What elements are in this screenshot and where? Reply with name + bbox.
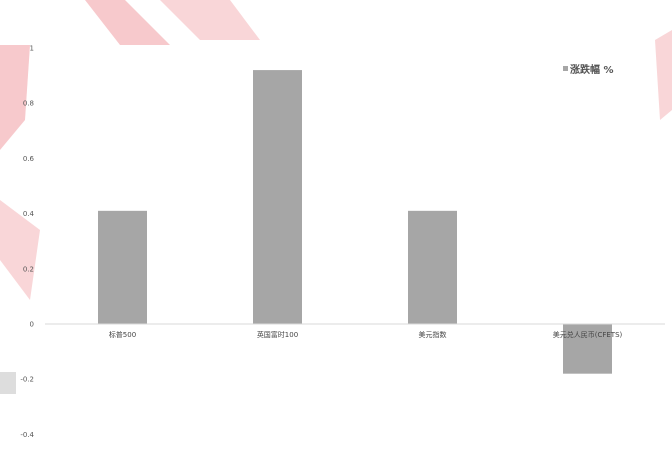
bar bbox=[563, 324, 612, 374]
y-tick-label: 0.8 bbox=[23, 100, 34, 108]
y-tick-label: 1 bbox=[30, 45, 34, 53]
y-tick-label: -0.2 bbox=[20, 376, 34, 384]
y-tick-label: 0 bbox=[30, 321, 34, 329]
legend-swatch bbox=[563, 66, 568, 71]
y-axis: 1 0.8 0.6 0.4 0.2 0 -0.2 -0.4 bbox=[20, 45, 34, 439]
y-tick-label: 0.2 bbox=[23, 265, 34, 273]
bars bbox=[98, 70, 612, 374]
bar bbox=[253, 70, 302, 324]
category-labels: 标普500 英国富时100 美元指数 美元兑人民币(CFETS) bbox=[109, 330, 623, 339]
y-tick-label: 0.6 bbox=[23, 155, 35, 163]
category-label: 美元指数 bbox=[419, 330, 447, 339]
category-label: 标普500 bbox=[109, 330, 136, 339]
y-tick-label: 0.4 bbox=[23, 210, 35, 218]
y-tick-label: -0.4 bbox=[20, 431, 34, 439]
legend-label: 涨跌幅 % bbox=[570, 63, 614, 76]
category-label: 美元兑人民币(CFETS) bbox=[553, 330, 623, 339]
category-label: 英国富时100 bbox=[257, 330, 298, 339]
legend: 涨跌幅 % bbox=[563, 63, 614, 76]
bar bbox=[408, 210, 457, 324]
bar bbox=[98, 210, 147, 324]
